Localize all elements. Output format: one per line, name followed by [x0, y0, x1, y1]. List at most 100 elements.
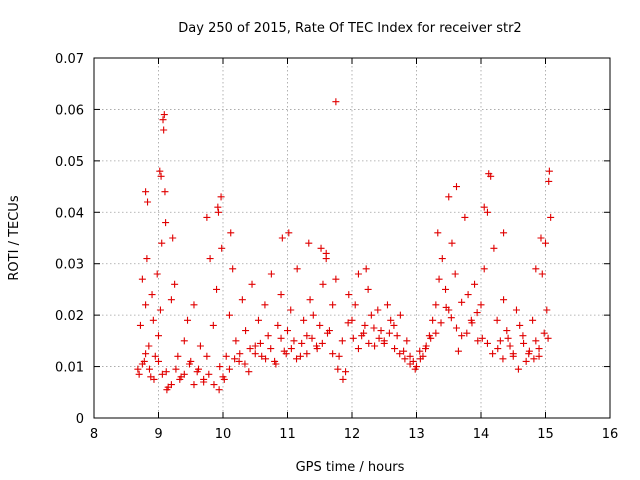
data-point [169, 234, 177, 242]
y-axis-label: ROTI / TECUs [7, 195, 22, 280]
data-point [156, 306, 164, 314]
data-point [277, 334, 285, 342]
data-point [142, 188, 150, 196]
data-point [203, 213, 211, 221]
data-point [136, 321, 144, 329]
data-point [516, 321, 524, 329]
data-point [532, 337, 540, 345]
data-point [308, 334, 316, 342]
data-point [171, 280, 179, 288]
data-point [251, 350, 259, 358]
data-point [506, 342, 514, 350]
data-point [248, 280, 256, 288]
data-point [306, 296, 314, 304]
data-point [401, 355, 409, 363]
x-tick-label: 15 [537, 427, 554, 442]
data-point [185, 360, 193, 368]
data-point [438, 255, 446, 263]
data-point [452, 324, 460, 332]
data-point [277, 291, 285, 299]
data-point [396, 350, 404, 358]
data-point [145, 365, 153, 373]
data-point [375, 334, 383, 342]
data-point [143, 255, 151, 263]
data-point [385, 329, 393, 337]
y-tick-label: 0 [76, 412, 84, 427]
data-point [452, 183, 460, 191]
y-tick-label: 0.02 [55, 309, 84, 324]
data-point [485, 170, 493, 178]
data-point [246, 345, 254, 353]
data-point [215, 386, 223, 394]
data-point [393, 332, 401, 340]
data-point [176, 375, 184, 383]
data-point [203, 352, 211, 360]
data-point [442, 303, 450, 311]
data-point [522, 357, 530, 365]
data-point [435, 275, 443, 283]
data-point [163, 386, 171, 394]
data-point [309, 311, 317, 319]
data-point [338, 337, 346, 345]
data-point [262, 355, 270, 363]
data-point [445, 193, 453, 201]
data-point [545, 167, 553, 175]
data-point [335, 352, 343, 360]
data-point [458, 332, 466, 340]
data-point [229, 265, 237, 273]
x-tick-label: 8 [90, 427, 98, 442]
data-point [520, 339, 528, 347]
data-point [232, 337, 240, 345]
data-point [200, 375, 208, 383]
data-point [287, 306, 295, 314]
data-point [496, 337, 504, 345]
data-point [329, 350, 337, 358]
data-point [196, 342, 204, 350]
data-point [151, 352, 159, 360]
data-point [468, 319, 476, 327]
x-tick-label: 14 [473, 427, 490, 442]
data-point [316, 321, 324, 329]
data-point [303, 332, 311, 340]
data-point [514, 365, 522, 373]
data-point [434, 229, 442, 237]
axis-ticks: 8 9 10 11 12 13 14 15 16 0 0.01 0.02 0.03 0.04 0.05 0.0… [55, 52, 618, 442]
data-point [138, 360, 146, 368]
data-point [158, 239, 166, 247]
data-point [142, 301, 150, 309]
data-point [155, 357, 162, 365]
data-point [298, 339, 306, 347]
data-point [354, 270, 362, 278]
data-point [494, 345, 502, 353]
data-point [351, 301, 359, 309]
data-point [225, 365, 233, 373]
data-point [342, 368, 350, 376]
data-point [464, 291, 472, 299]
data-point [483, 208, 491, 216]
data-point [345, 291, 353, 299]
data-point [313, 345, 321, 353]
data-point [416, 355, 424, 363]
data-point [206, 255, 214, 263]
data-point [411, 365, 419, 373]
data-point [360, 329, 368, 337]
data-point [500, 296, 508, 304]
data-point [258, 352, 266, 360]
data-point [545, 177, 553, 185]
data-point [293, 355, 301, 363]
data-point [362, 265, 370, 273]
data-point [278, 234, 286, 242]
data-point [458, 298, 466, 306]
data-point [148, 291, 156, 299]
x-tick-label: 16 [602, 427, 619, 442]
data-point [194, 365, 202, 373]
y-tick-label: 0.01 [55, 361, 84, 376]
data-point [225, 311, 233, 319]
data-point [447, 314, 455, 322]
y-tick-label: 0.05 [55, 155, 84, 170]
data-point [371, 342, 379, 350]
data-point [158, 370, 166, 378]
data-point [157, 172, 165, 180]
data-point [267, 345, 275, 353]
